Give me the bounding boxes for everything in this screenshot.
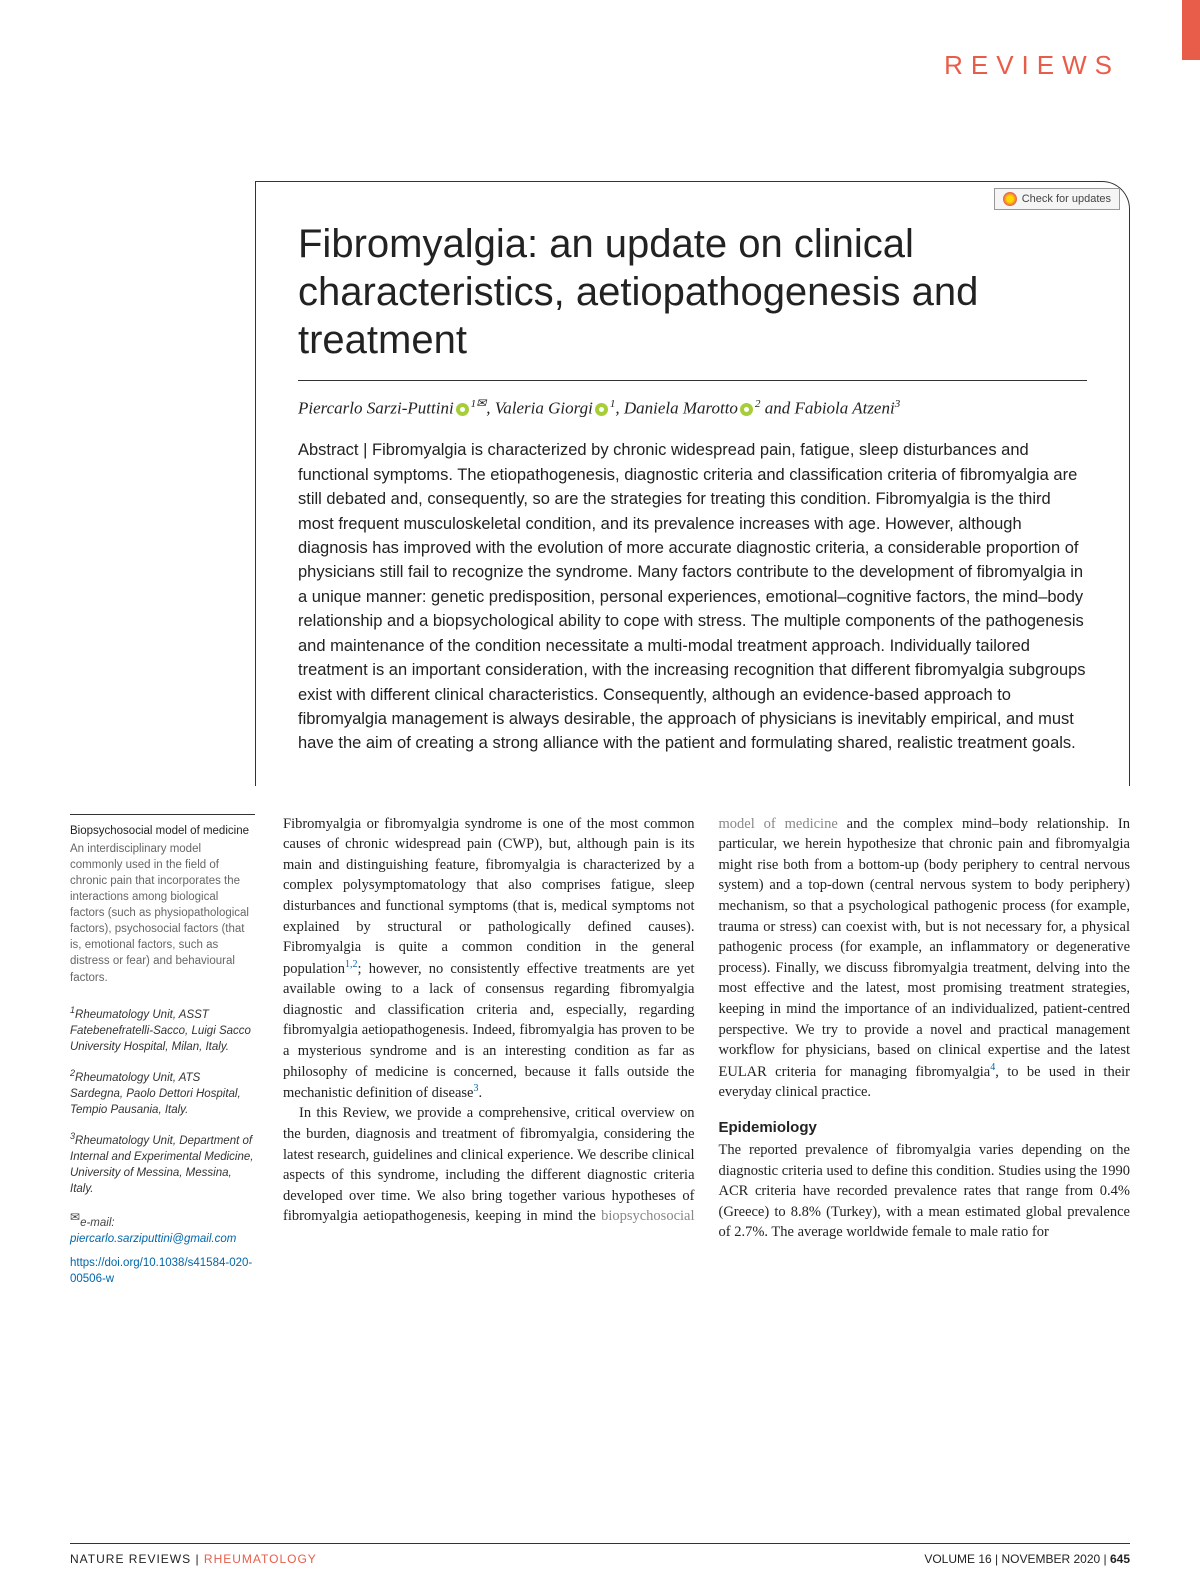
abstract-text: Fibromyalgia is characterized by chronic… bbox=[298, 441, 1086, 752]
check-updates-button[interactable]: Check for updates bbox=[994, 188, 1120, 210]
check-updates-label: Check for updates bbox=[1022, 193, 1111, 205]
content-area: Biopsychosocial model of medicine An int… bbox=[70, 814, 1130, 1288]
article-title: Fibromyalgia: an update on clinical char… bbox=[298, 220, 1087, 364]
crossmark-icon bbox=[1003, 192, 1017, 206]
orcid-icon[interactable] bbox=[740, 403, 753, 416]
orcid-icon[interactable] bbox=[456, 403, 469, 416]
author-1: Piercarlo Sarzi-Puttini bbox=[298, 399, 454, 418]
author-4: Fabiola Atzeni bbox=[794, 399, 894, 418]
section-label: REVIEWS bbox=[70, 50, 1120, 81]
sidebar-rule bbox=[70, 814, 255, 815]
footer-volume: VOLUME 16 | NOVEMBER 2020 | 645 bbox=[924, 1552, 1130, 1566]
author-3: Daniela Marotto bbox=[624, 399, 738, 418]
page-footer: NATURE REVIEWS | RHEUMATOLOGY VOLUME 16 … bbox=[70, 1543, 1130, 1566]
mail-icon[interactable]: ✉ bbox=[476, 396, 486, 410]
orcid-icon[interactable] bbox=[595, 403, 608, 416]
glossary-term: Biopsychosocial model of medicine bbox=[70, 823, 255, 839]
page-container: REVIEWS Check for updates Fibromyalgia: … bbox=[0, 0, 1200, 1594]
doi-link[interactable]: https://doi.org/10.1038/s41584-020-00506… bbox=[70, 1255, 255, 1287]
email-label: e-mail: bbox=[80, 1217, 115, 1229]
section-heading-epidemiology: Epidemiology bbox=[719, 1117, 1131, 1138]
author-2: Valeria Giorgi bbox=[495, 399, 593, 418]
citation[interactable]: 1,2 bbox=[345, 959, 358, 970]
glossary-definition: An interdisciplinary model commonly used… bbox=[70, 841, 255, 986]
author-2-aff: 1 bbox=[610, 398, 616, 410]
abstract-label: Abstract | bbox=[298, 441, 367, 459]
author-list: Piercarlo Sarzi-Puttini1✉, Valeria Giorg… bbox=[298, 395, 1087, 420]
sidebar: Biopsychosocial model of medicine An int… bbox=[70, 814, 255, 1288]
corresponding-email: ✉e-mail: piercarlo.sarziputtini@gmail.co… bbox=[70, 1209, 255, 1247]
title-rule bbox=[298, 380, 1087, 381]
mail-icon: ✉ bbox=[70, 1210, 80, 1224]
paragraph-1: Fibromyalgia or fibromyalgia syndrome is… bbox=[283, 814, 695, 1104]
article-header-box: Fibromyalgia: an update on clinical char… bbox=[255, 181, 1130, 786]
affiliation-2: 2Rheumatology Unit, ATS Sardegna, Paolo … bbox=[70, 1067, 255, 1118]
author-4-aff: 3 bbox=[895, 398, 901, 410]
email-link[interactable]: piercarlo.sarziputtini@gmail.com bbox=[70, 1233, 236, 1245]
paragraph-3: The reported prevalence of fibromyalgia … bbox=[719, 1140, 1131, 1243]
affiliation-3: 3Rheumatology Unit, Department of Intern… bbox=[70, 1130, 255, 1197]
accent-bar bbox=[1182, 0, 1200, 60]
body-text: Fibromyalgia or fibromyalgia syndrome is… bbox=[283, 814, 1130, 1288]
abstract: Abstract | Fibromyalgia is characterized… bbox=[298, 438, 1087, 755]
affiliation-1: 1Rheumatology Unit, ASST Fatebenefratell… bbox=[70, 1004, 255, 1055]
footer-journal: NATURE REVIEWS | RHEUMATOLOGY bbox=[70, 1552, 317, 1566]
author-3-aff: 2 bbox=[755, 398, 761, 410]
